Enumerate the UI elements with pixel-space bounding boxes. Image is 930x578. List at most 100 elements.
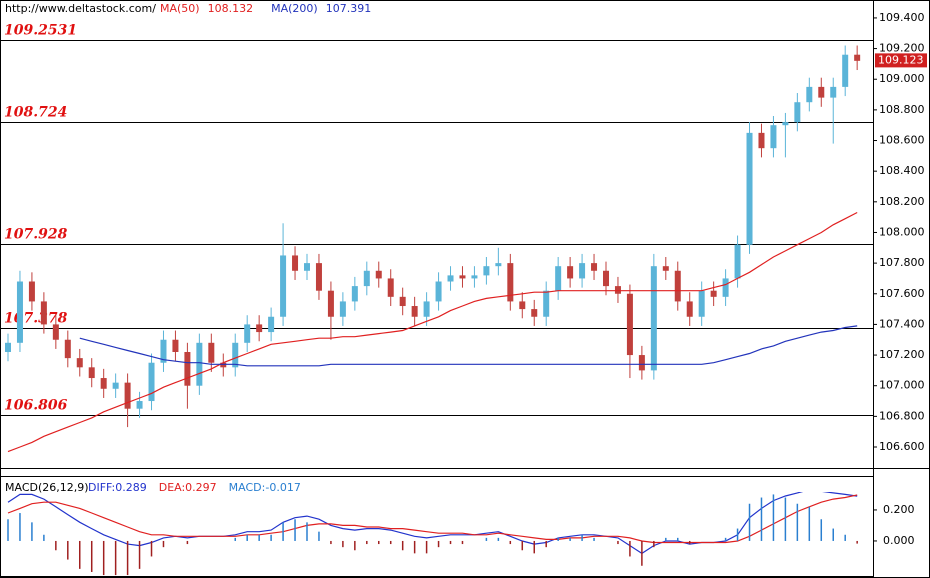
- candle-body: [28, 281, 35, 302]
- candle-body: [806, 86, 813, 103]
- candle-body: [375, 270, 382, 279]
- candle-body: [543, 290, 550, 317]
- candle-body: [447, 275, 454, 282]
- y-tick-label: 108.600: [879, 134, 925, 147]
- y-tick-label: 107.000: [879, 379, 925, 392]
- candle-body: [423, 301, 430, 317]
- y-tick-label: 109.000: [879, 72, 925, 85]
- legend-label: MACD:-0.017: [229, 481, 301, 494]
- candle-body: [52, 324, 59, 340]
- candle-body: [471, 275, 478, 279]
- source-url: http://www.deltastock.com/: [5, 2, 156, 15]
- candle-body: [112, 382, 119, 389]
- level-label: 108.724: [4, 105, 67, 121]
- candle-body: [268, 316, 275, 333]
- candle-body: [722, 278, 729, 297]
- candle-body: [363, 270, 370, 287]
- candle-body: [304, 263, 310, 271]
- candle-body: [5, 342, 11, 352]
- legend-label: MA(50): [160, 2, 200, 15]
- candle-body: [555, 266, 562, 291]
- candle-body: [339, 301, 346, 317]
- candle-body: [232, 342, 239, 368]
- candle-body: [614, 286, 621, 294]
- candle-body: [244, 324, 251, 343]
- candle-body: [842, 54, 849, 87]
- legend: MA(50) 108.132 MA(200) 107.391 MACD(26,12,9)…: [5, 2, 371, 494]
- candle-body: [495, 263, 502, 267]
- candle-body: [818, 86, 825, 98]
- candle-body: [399, 296, 406, 307]
- price-axis: 106.600 106.800 107.000 107.200 107.400 107.6…: [873, 11, 927, 547]
- candle-body: [435, 281, 442, 302]
- candle-body: [256, 324, 263, 333]
- candle-body: [507, 263, 514, 302]
- candle-body: [638, 355, 645, 371]
- candle-body: [698, 290, 705, 317]
- candle-body: [758, 132, 765, 149]
- candle-body: [148, 362, 155, 402]
- candle-body: [459, 275, 466, 279]
- y-tick-label: 106.800: [879, 409, 925, 422]
- candle-body: [830, 86, 837, 98]
- candle-body: [770, 125, 777, 149]
- candle-body: [136, 401, 143, 409]
- candle-body: [411, 306, 418, 317]
- candle-body: [579, 263, 586, 279]
- candle-body: [483, 266, 490, 276]
- candle-body: [531, 309, 538, 317]
- y-tick-label: 108.000: [879, 225, 925, 238]
- y-tick-label: 109.200: [879, 42, 925, 55]
- y-tick-label: 108.800: [879, 103, 925, 116]
- y-tick-label: 108.200: [879, 195, 925, 208]
- candle-body: [746, 132, 753, 245]
- candle-body: [626, 293, 633, 356]
- y-tick-label: 107.200: [879, 348, 925, 361]
- candle-body: [567, 266, 574, 279]
- candle-body: [662, 266, 669, 271]
- y-tick-label: 0.000: [883, 534, 915, 547]
- macd-panel: [7, 492, 858, 576]
- candle-body: [734, 244, 741, 279]
- legend-value: 107.391: [326, 2, 372, 15]
- candle-body: [40, 301, 47, 325]
- candle-body: [591, 263, 598, 271]
- candle-body: [88, 367, 95, 379]
- y-tick-label: 107.800: [879, 256, 925, 269]
- candle-body: [184, 351, 191, 386]
- series-line: [7, 211, 858, 453]
- candle-body: [351, 286, 358, 302]
- candle-body: [76, 358, 83, 368]
- candle-body: [327, 290, 334, 317]
- candle-body: [64, 339, 71, 359]
- level-label: 109.2531: [4, 23, 77, 39]
- candle-body: [196, 342, 203, 386]
- candle-body: [674, 270, 681, 302]
- series-line: [79, 325, 858, 367]
- candle-body: [603, 270, 609, 287]
- series-line: [7, 494, 858, 544]
- candle-body: [100, 378, 107, 389]
- legend-label: DEA:0.297: [159, 481, 217, 494]
- candle-body: [280, 255, 287, 317]
- candle-body: [16, 281, 23, 343]
- y-tick-label: 0.200: [883, 503, 915, 516]
- candle-body: [782, 122, 789, 126]
- candle-body: [710, 290, 717, 297]
- candle-body: [387, 278, 394, 297]
- candle-body: [160, 339, 167, 363]
- macd-title: MACD(26,12,9): [5, 481, 89, 494]
- candle-body: [854, 54, 861, 61]
- y-tick-label: 106.600: [879, 440, 925, 453]
- y-tick-label: 109.400: [879, 11, 925, 24]
- level-label: 107.378: [4, 311, 68, 327]
- candle-body: [124, 382, 131, 409]
- y-tick-label: 108.400: [879, 164, 925, 177]
- candle-body: [794, 102, 801, 123]
- candle-body: [686, 301, 693, 317]
- price-panel: 109.2531 108.724 107.928 107.378 106.806: [0, 23, 873, 453]
- y-tick-label: 107.400: [879, 317, 925, 330]
- legend-label: DIFF:0.289: [88, 481, 147, 494]
